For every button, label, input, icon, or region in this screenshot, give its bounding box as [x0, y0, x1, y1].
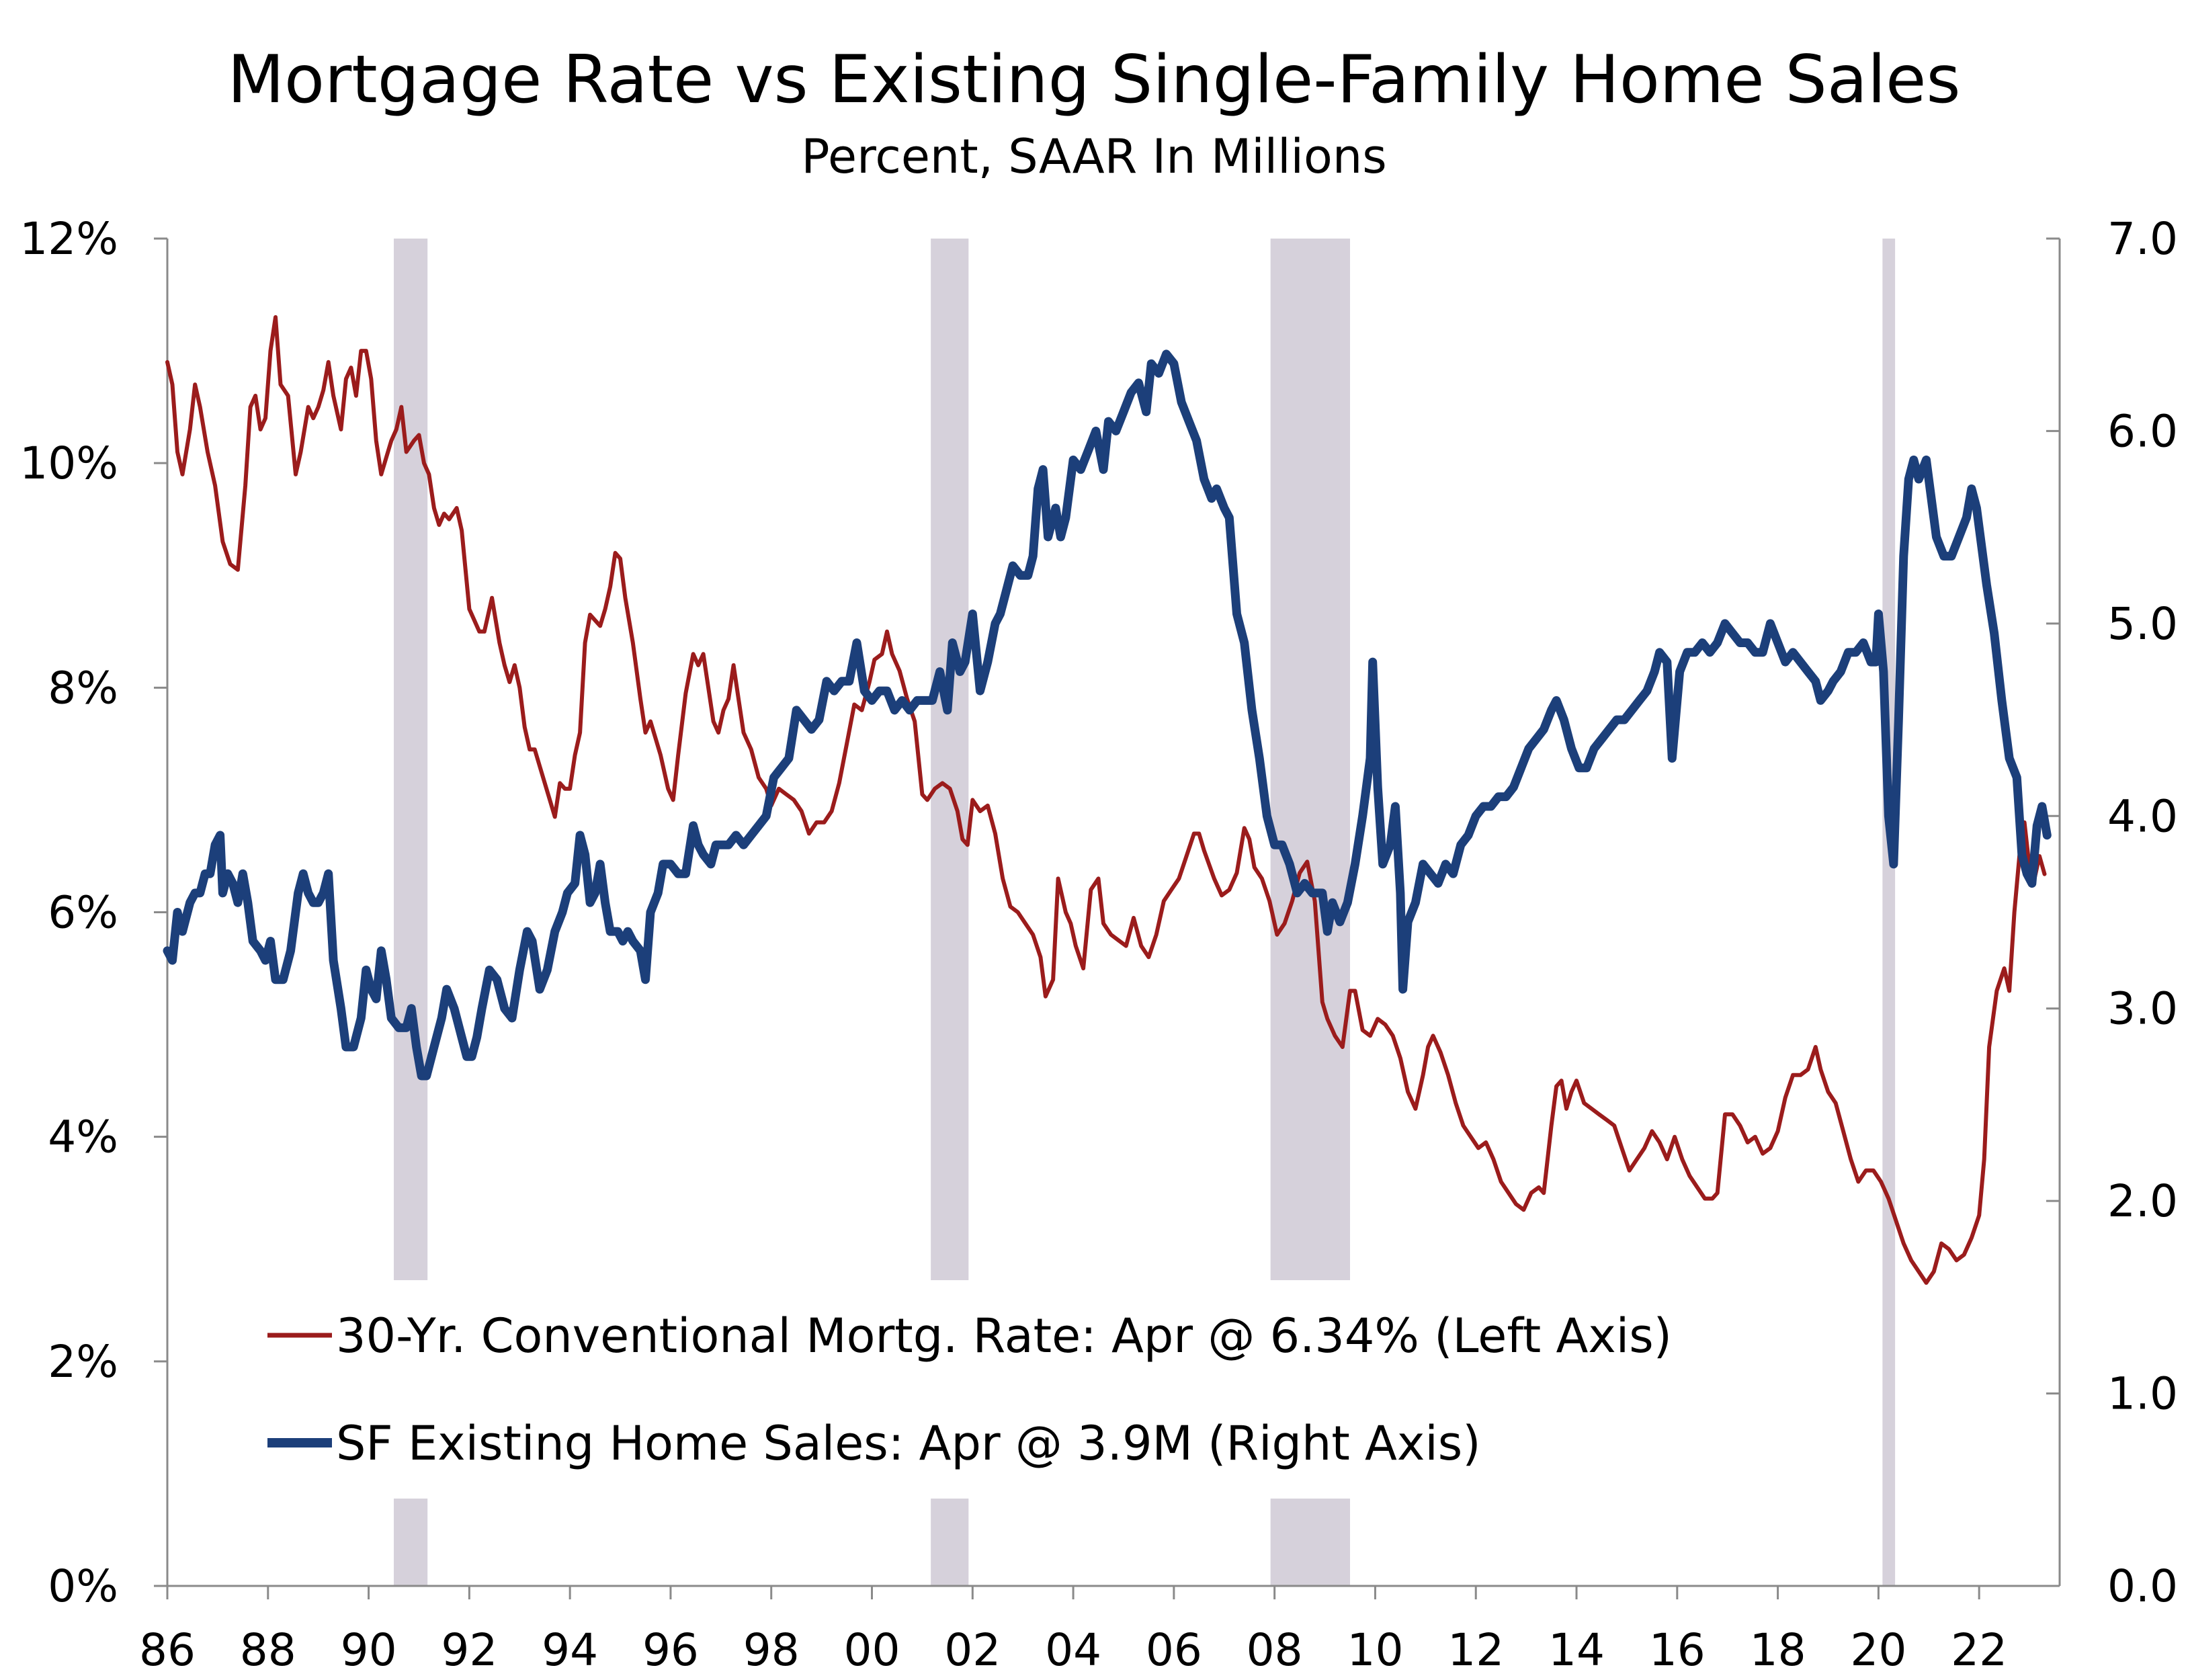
x-tick-label: 12: [1447, 1624, 1504, 1676]
legend-background-rect: [175, 1280, 1855, 1499]
left-tick-label: 10%: [19, 437, 118, 489]
x-tick-label: 02: [944, 1624, 1001, 1676]
x-tick-label: 08: [1247, 1624, 1303, 1676]
right-tick-label: 3.0: [2107, 983, 2178, 1035]
x-axis-ticks: 86 88 90 92 94 96 98 00 02 04 06 08 10 12 14 16 18 20 22: [139, 1586, 2007, 1676]
x-tick-label: 92: [441, 1624, 497, 1676]
x-tick-label: 04: [1045, 1624, 1101, 1676]
x-tick-label: 22: [1951, 1624, 2007, 1676]
x-tick-label: 90: [341, 1624, 397, 1676]
left-tick-label: 6%: [48, 887, 118, 939]
x-tick-label: 06: [1146, 1624, 1202, 1676]
left-tick-label: 12%: [19, 213, 118, 265]
legend: 30-Yr. Conventional Mortg. Rate: Apr @ 6…: [267, 1308, 1672, 1471]
x-tick-label: 20: [1850, 1624, 1906, 1676]
legend-label-rate: 30-Yr. Conventional Mortg. Rate: Apr @ 6…: [336, 1308, 1672, 1363]
x-tick-label: 14: [1548, 1624, 1605, 1676]
mortgage-rate-line: [165, 315, 2047, 1285]
right-tick-label: 6.0: [2107, 405, 2178, 457]
series-lines: [163, 315, 2052, 1285]
chart-subtitle: Percent, SAAR In Millions: [801, 129, 1387, 184]
recession-band-3: [1882, 239, 1896, 1586]
legend-label-sales: SF Existing Home Sales: Apr @ 3.9M (Righ…: [336, 1416, 1481, 1471]
right-tick-label: 1.0: [2107, 1368, 2178, 1420]
x-tick-label: 00: [844, 1624, 900, 1676]
x-tick-label: 88: [240, 1624, 296, 1676]
right-tick-label: 4.0: [2107, 790, 2178, 842]
right-tick-label: 0.0: [2107, 1560, 2178, 1612]
x-tick-label: 16: [1649, 1624, 1706, 1676]
x-tick-label: 94: [542, 1624, 598, 1676]
x-tick-label: 10: [1347, 1624, 1403, 1676]
chart-title: Mortgage Rate vs Existing Single-Family …: [227, 42, 1961, 118]
x-tick-label: 18: [1750, 1624, 1806, 1676]
right-tick-label: 7.0: [2107, 213, 2178, 265]
right-axis-ticks: 0.0 1.0 2.0 3.0 4.0 5.0 6.0 7.0: [2046, 213, 2178, 1612]
left-tick-label: 4%: [48, 1111, 118, 1163]
left-tick-label: 2%: [48, 1336, 118, 1388]
left-tick-label: 0%: [48, 1560, 118, 1612]
legend-background: [175, 1280, 1855, 1499]
home-sales-line: [163, 349, 2052, 1081]
right-tick-label: 2.0: [2107, 1175, 2178, 1227]
x-tick-label: 96: [642, 1624, 699, 1676]
x-tick-label: 98: [743, 1624, 800, 1676]
left-tick-label: 8%: [48, 662, 118, 714]
x-tick-label: 86: [139, 1624, 196, 1676]
left-axis-ticks: 0% 2% 4% 6% 8% 10% 12%: [19, 213, 167, 1612]
right-tick-label: 5.0: [2107, 598, 2178, 650]
